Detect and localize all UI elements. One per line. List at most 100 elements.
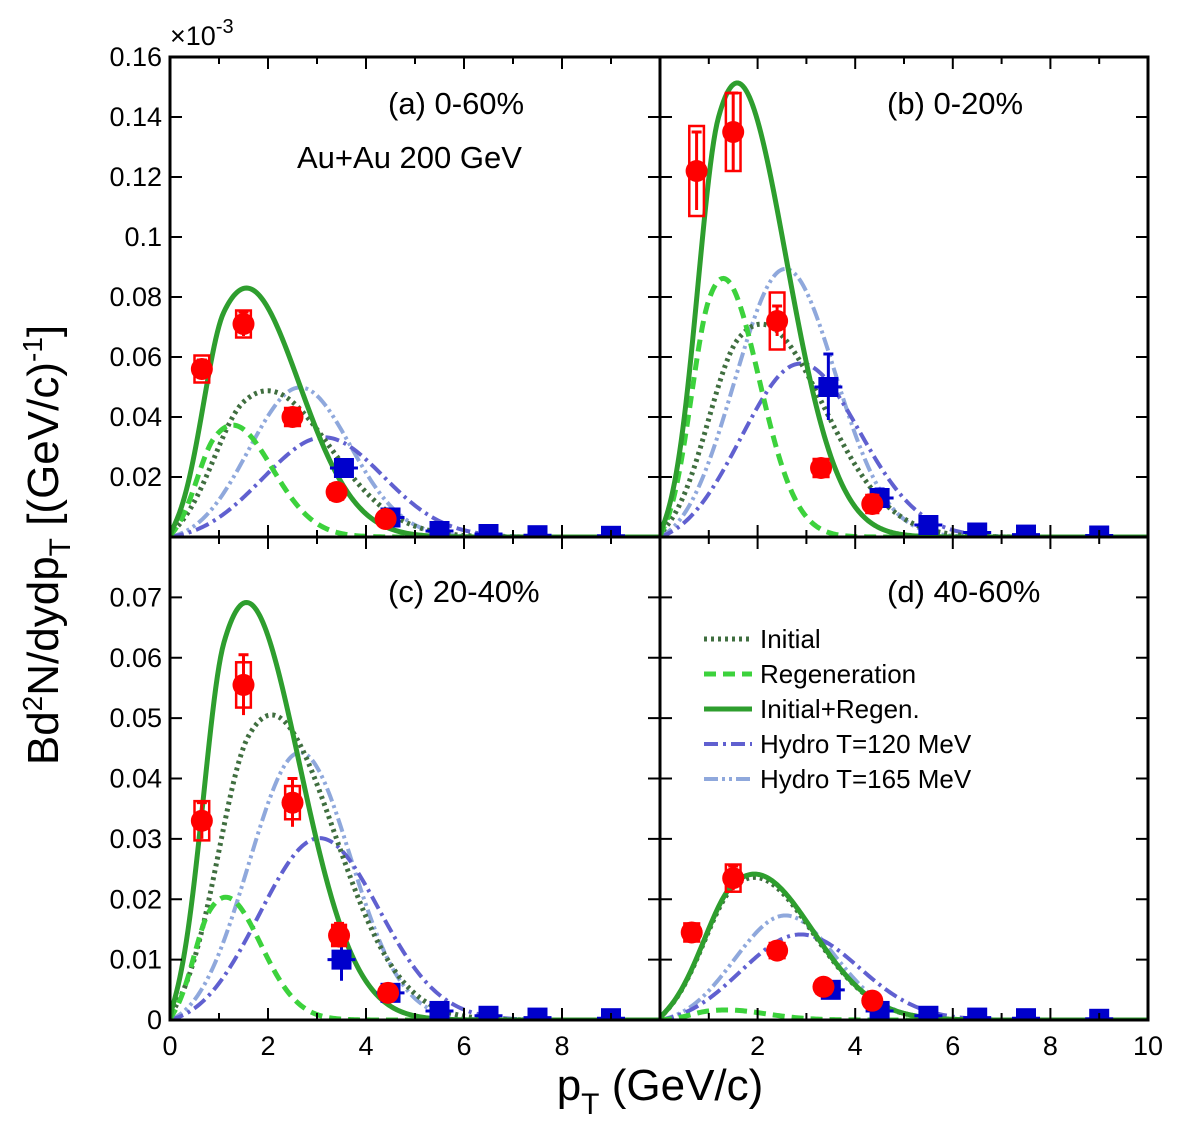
- legend-label-initial: Initial: [760, 624, 821, 654]
- panel-d-curves: [660, 871, 1148, 1020]
- blue-square-point: [967, 522, 988, 537]
- y-axis-title-part: [(GeV/c): [19, 362, 68, 538]
- panel-a-curve-regeneration: [170, 422, 660, 537]
- blue-square-point: [967, 1007, 988, 1020]
- x-axis-title: pT (GeV/c): [557, 1061, 764, 1121]
- points-layer: [190, 91, 1114, 1020]
- legend-label-hydro120: Hydro T=120 MeV: [760, 729, 972, 759]
- red-circle-point: [680, 921, 703, 944]
- legend-label-regeneration: Regeneration: [760, 659, 916, 689]
- panel-a-curve-initial: [170, 388, 660, 537]
- y-tick-label: 0.08: [109, 282, 162, 312]
- x-tick-label: 4: [358, 1031, 373, 1061]
- red-circle-point: [810, 457, 833, 479]
- red-circle-point: [232, 673, 255, 696]
- red-circle-point: [722, 121, 745, 143]
- panel-d-curve-hydro165: [660, 913, 1148, 1020]
- panel-c-curve-initial: [170, 712, 660, 1020]
- y-multiplier-exp: -3: [216, 16, 234, 38]
- red-circle-point: [281, 791, 304, 814]
- red-circle-point: [861, 989, 884, 1012]
- red-circle-point: [328, 924, 351, 947]
- y-axis-title-part: ]: [19, 325, 68, 337]
- red-circle-point: [190, 358, 213, 380]
- blue-square-point: [527, 525, 548, 537]
- x-tick-label: 4: [848, 1031, 863, 1061]
- x-tick-label: 2: [260, 1031, 275, 1061]
- panel-a-sublabel: Au+Au 200 GeV: [297, 140, 522, 175]
- panel-c-curve-hydro165: [170, 750, 660, 1020]
- panel-d-points: [680, 863, 1114, 1020]
- panel-b-points: [685, 91, 1114, 537]
- y-tick-label: 0.14: [109, 102, 162, 132]
- blue-square-point: [1016, 1008, 1036, 1020]
- y-tick-label: 0.04: [109, 764, 162, 794]
- y-tick-label: 0.02: [109, 462, 162, 492]
- blue-square-point: [478, 1005, 499, 1020]
- y-axis-title-part: -1: [17, 337, 48, 362]
- y-tick-label: 0.16: [109, 42, 162, 72]
- y-tick-label: 0.1: [124, 222, 162, 252]
- y-axis-title-part: Bd: [19, 711, 68, 765]
- blue-square-point: [429, 1000, 450, 1020]
- panel-b-label: (b) 0-20%: [887, 86, 1023, 121]
- panel-d-curve-regeneration: [660, 1007, 1148, 1020]
- blue-square-point: [478, 524, 499, 537]
- x-tick-label: 8: [1043, 1031, 1058, 1061]
- y-multiplier-base: ×10: [170, 21, 216, 51]
- y-axis-title: Bd2N/dydpT [(GeV/c)-1]: [17, 325, 77, 765]
- panel-a-points: [190, 309, 625, 537]
- x-tick-label: 0: [162, 1031, 177, 1061]
- y-axis-title-part: T: [44, 538, 77, 556]
- y-tick-label: 0.03: [109, 824, 162, 854]
- panel-b-curve-initial: [660, 321, 1148, 537]
- red-circle-point: [812, 975, 835, 998]
- panel-d-curve-initial_regen: [660, 871, 1148, 1020]
- y-axis-title-part: N/dydp: [19, 556, 68, 695]
- panel-b-curve-hydro165: [660, 266, 1148, 537]
- y-tick-label: 0: [147, 1005, 162, 1035]
- panel-a-curve-hydro165: [170, 385, 660, 537]
- x-tick-label: 6: [945, 1031, 960, 1061]
- panel-b-curve-regeneration: [660, 275, 1148, 537]
- panel-a-curve-hydro120: [170, 435, 660, 537]
- x-tick-label: 6: [456, 1031, 471, 1061]
- y-multiplier: ×10-3: [170, 16, 234, 51]
- panel-c-curve-regeneration: [170, 894, 660, 1020]
- x-axis-title-main: p: [557, 1061, 581, 1110]
- panel-c-points: [190, 653, 625, 1020]
- y-tick-label: 0.02: [109, 884, 162, 914]
- x-tick-label: 10: [1133, 1031, 1163, 1061]
- y-tick-label: 0.01: [109, 945, 162, 975]
- red-circle-point: [190, 809, 213, 832]
- blue-square-point: [818, 377, 839, 397]
- y-tick-label: 0.04: [109, 402, 162, 432]
- blue-square-point: [333, 458, 354, 478]
- blue-square-point: [527, 1007, 548, 1020]
- red-circle-point: [685, 160, 708, 182]
- red-circle-point: [374, 508, 397, 530]
- y-tick-label: 0.12: [109, 162, 162, 192]
- red-circle-point: [377, 981, 400, 1004]
- panel-c-label: (c) 20-40%: [388, 574, 540, 609]
- panel-d-label: (d) 40-60%: [887, 574, 1040, 609]
- legend-label-hydro165: Hydro T=165 MeV: [760, 764, 972, 794]
- panel-a-label: (a) 0-60%: [388, 86, 524, 121]
- blue-square-point: [918, 1005, 939, 1020]
- frame-layer: [168, 55, 1150, 1022]
- red-circle-point: [861, 493, 884, 515]
- x-tick-label: 2: [750, 1031, 765, 1061]
- legend-label-initial_regen: Initial+Regen.: [760, 694, 920, 724]
- x-axis-title-suffix: (GeV/c): [600, 1061, 764, 1110]
- y-tick-label: 0.05: [109, 703, 162, 733]
- red-circle-point: [232, 313, 255, 335]
- blue-square-point: [1016, 524, 1036, 537]
- blue-square-point: [429, 521, 450, 537]
- red-circle-point: [766, 310, 789, 332]
- y-tick-label: 0.07: [109, 582, 162, 612]
- x-axis-title-sub: T: [581, 1088, 599, 1121]
- panel-d-curve-hydro120: [660, 932, 1148, 1020]
- y-axis-title-part: 2: [17, 696, 48, 712]
- red-circle-point: [766, 939, 789, 962]
